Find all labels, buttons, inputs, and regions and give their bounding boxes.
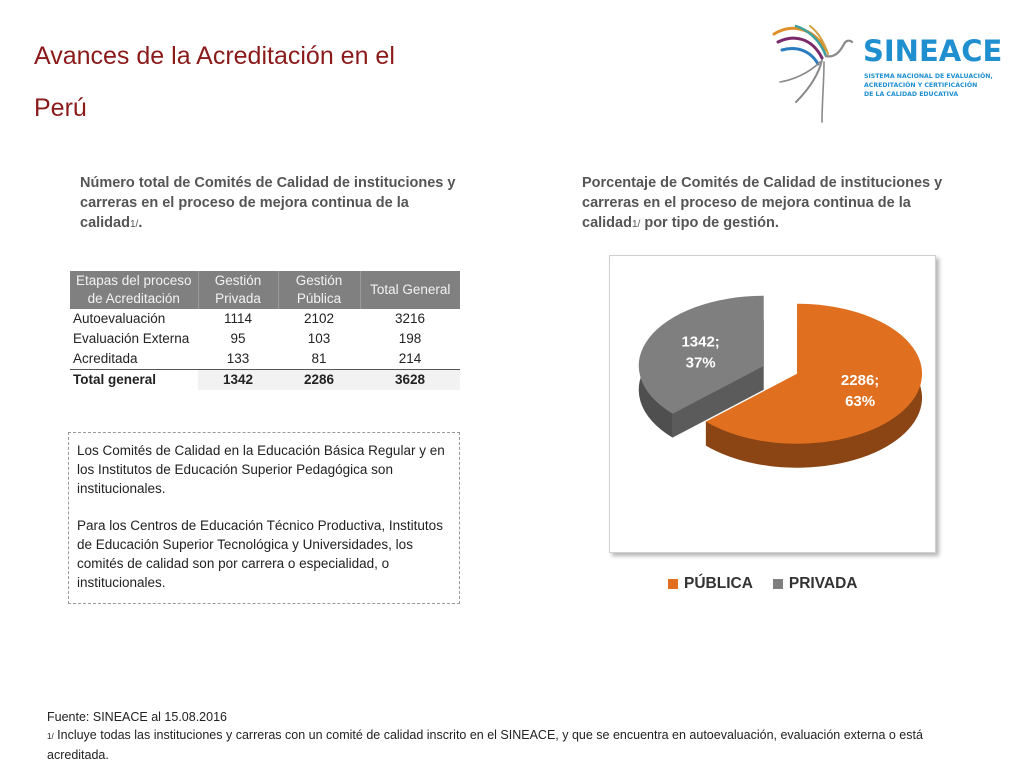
pie-slice-pública bbox=[705, 303, 923, 444]
cell-private: 1114 bbox=[223, 311, 253, 326]
total-public: 2286 bbox=[278, 369, 360, 390]
sineace-logo: SINEACE SISTEMA NACIONAL DE EVALUACIÓN, … bbox=[768, 22, 1002, 132]
pie-chart: 2286; 63% 1342; 37% bbox=[638, 295, 923, 468]
total-label: Total general bbox=[70, 369, 198, 390]
legend-item-privada: PRIVADA bbox=[772, 575, 858, 593]
data-label-pública-percent: 63% bbox=[845, 393, 875, 410]
table-header-row: Etapas del proceso de Acreditación Gesti… bbox=[70, 271, 460, 309]
header-private: Gestión Privada bbox=[198, 271, 279, 309]
committees-table: Etapas del proceso de Acreditación Gesti… bbox=[70, 271, 460, 390]
note-paragraph-1: Los Comités de Calidad en la Educación B… bbox=[77, 443, 445, 496]
cell-total: 198 bbox=[398, 331, 422, 346]
table-heading: Número total de Comités de Calidad de in… bbox=[80, 175, 456, 231]
cell-private: 95 bbox=[230, 331, 246, 346]
row-label: Acreditada bbox=[73, 351, 138, 366]
footer: Fuente: SINEACE al 15.08.2016 1/ Incluye… bbox=[47, 708, 977, 764]
legend-swatch-publica bbox=[668, 579, 678, 589]
header-total: Total General bbox=[360, 271, 460, 309]
cell-total: 214 bbox=[398, 351, 422, 366]
legend-label-publica: PÚBLICA bbox=[684, 575, 753, 592]
header-stage: Etapas del proceso de Acreditación bbox=[70, 271, 199, 309]
table-total-row: Total general 1342 2286 3628 bbox=[70, 369, 460, 390]
cell-private: 133 bbox=[226, 351, 250, 366]
pie-slice-privada bbox=[638, 295, 764, 414]
table-row: Evaluación Externa 95 103 198 bbox=[70, 329, 460, 349]
logo-name: SINEACE bbox=[863, 34, 1003, 68]
note-paragraph-2: Para los Centros de Educación Técnico Pr… bbox=[77, 518, 443, 590]
logo-subtitle: SISTEMA NACIONAL DE EVALUACIÓN, ACREDITA… bbox=[864, 73, 993, 98]
legend-label-privada: PRIVADA bbox=[788, 575, 858, 592]
bird-logo-icon bbox=[772, 24, 854, 123]
footnote: 1/ Incluye todas las instituciones y car… bbox=[47, 728, 923, 762]
chart-legend: PÚBLICA PRIVADA bbox=[668, 575, 858, 593]
total-general: 3628 bbox=[360, 369, 460, 390]
legend-item-publica: PÚBLICA bbox=[668, 575, 753, 593]
cell-total: 3216 bbox=[394, 311, 426, 326]
total-private: 1342 bbox=[198, 369, 278, 390]
legend-swatch-privada bbox=[772, 579, 783, 589]
header-public: Gestión Pública bbox=[278, 271, 361, 309]
source-text: Fuente: SINEACE al 15.08.2016 bbox=[47, 710, 227, 724]
table-row: Autoevaluación 1114 2102 3216 bbox=[70, 309, 460, 329]
chart-heading: Porcentaje de Comités de Calidad de inst… bbox=[582, 175, 943, 231]
cell-public: 103 bbox=[307, 331, 331, 346]
data-label-privada-percent: 37% bbox=[686, 354, 716, 371]
table-row: Acreditada 133 81 214 bbox=[70, 349, 460, 370]
pie-slice-wall-privada bbox=[672, 365, 764, 438]
row-label: Autoevaluación bbox=[73, 311, 166, 326]
page-title: Avances de la Acreditación en el Perú bbox=[34, 42, 395, 122]
committees-note: Los Comités de Calidad en la Educación B… bbox=[68, 432, 460, 604]
cell-public: 2102 bbox=[303, 311, 335, 326]
data-label-pública-value: 2286; bbox=[841, 372, 879, 389]
cell-public: 81 bbox=[311, 351, 327, 366]
data-label-privada-value: 1342; bbox=[681, 333, 719, 350]
row-label: Evaluación Externa bbox=[73, 331, 190, 346]
